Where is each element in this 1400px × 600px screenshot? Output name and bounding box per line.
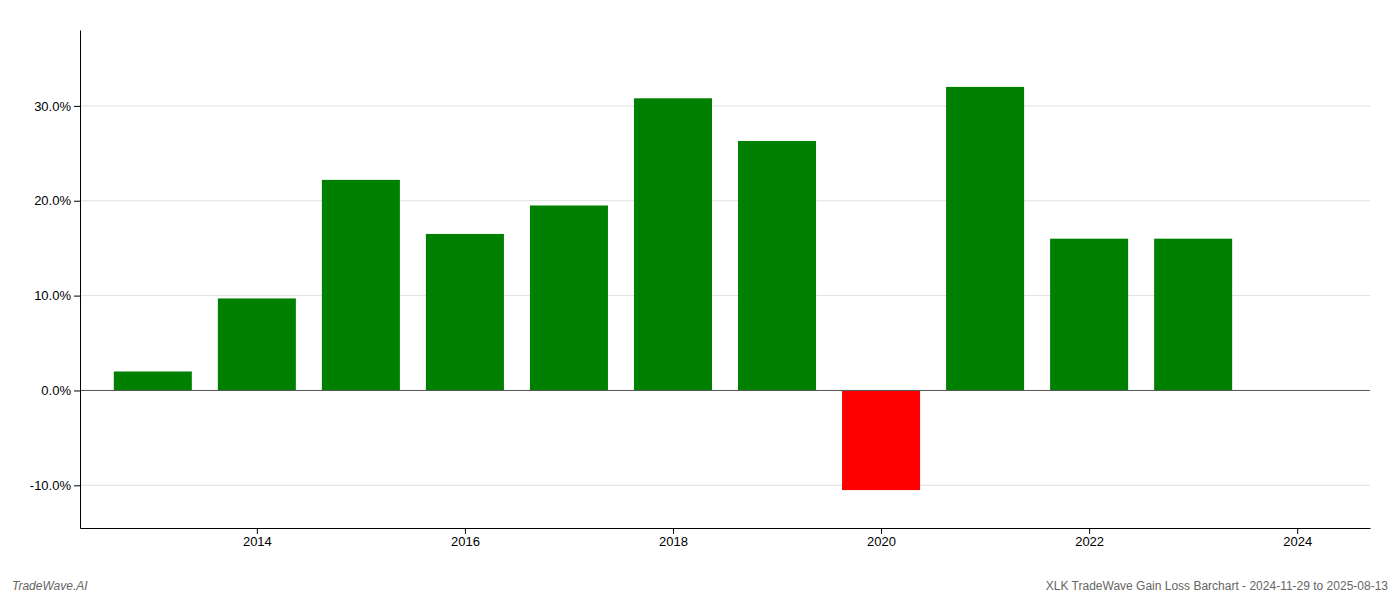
annotations: TradeWave.AI XLK TradeWave Gain Loss Barc…	[12, 579, 1388, 593]
bar	[114, 371, 192, 390]
annotation: XLK TradeWave Gain Loss Barchart - 2024-…	[1046, 579, 1389, 593]
bar	[322, 180, 400, 391]
chart: 2014 2016 2018 2020 2022 2024 -10.0% 0.0% 10.0% 2…	[0, 0, 1400, 600]
zero-line	[80, 390, 1370, 391]
bar	[634, 98, 712, 390]
x-tick: 2020	[867, 528, 896, 549]
y-tick-label: -10.0%	[30, 478, 72, 493]
x-tick-mark	[465, 528, 466, 534]
y-tick-mark	[74, 296, 80, 297]
bar	[946, 87, 1024, 391]
x-tick: 2024	[1283, 528, 1312, 549]
bar	[426, 234, 504, 391]
y-tick: 0.0%	[41, 383, 80, 398]
x-tick-label: 2020	[867, 534, 896, 549]
x-tick-label: 2014	[243, 534, 272, 549]
x-tick: 2016	[451, 528, 480, 549]
x-tick-mark	[1089, 528, 1090, 534]
grid-line	[80, 390, 1370, 391]
y-tick-mark	[74, 485, 80, 486]
y-axis: -10.0% 0.0% 10.0% 20.0% 30.0%	[30, 31, 81, 529]
x-tick-label: 2016	[451, 534, 480, 549]
y-tick-mark	[74, 390, 80, 391]
bar	[1050, 239, 1128, 391]
x-axis: 2014 2016 2018 2020 2022 2024	[81, 528, 1371, 549]
x-tick-label: 2024	[1283, 534, 1312, 549]
y-tick: 10.0%	[34, 288, 80, 303]
x-tick-mark	[673, 528, 674, 534]
plot-area	[114, 87, 1232, 490]
x-tick-label: 2022	[1075, 534, 1104, 549]
y-tick-label: 0.0%	[41, 383, 71, 398]
y-tick-label: 20.0%	[34, 193, 71, 208]
bar	[842, 390, 920, 490]
x-tick-label: 2018	[659, 534, 688, 549]
y-tick-label: 10.0%	[34, 288, 71, 303]
grid-line	[80, 105, 1370, 106]
y-tick: -10.0%	[30, 478, 80, 493]
x-axis-line	[81, 528, 1371, 529]
y-tick: 20.0%	[34, 193, 80, 208]
grid-line	[80, 200, 1370, 201]
y-tick-mark	[74, 201, 80, 202]
bar	[530, 205, 608, 390]
x-tick: 2022	[1075, 528, 1104, 549]
x-tick-mark	[1297, 528, 1298, 534]
x-tick: 2018	[659, 528, 688, 549]
bar	[218, 298, 296, 390]
grid-line	[80, 485, 1370, 486]
y-axis-line	[80, 31, 81, 529]
y-tick-mark	[74, 106, 80, 107]
x-tick: 2014	[243, 528, 272, 549]
y-tick-label: 30.0%	[34, 99, 71, 114]
y-tick: 30.0%	[34, 99, 80, 114]
bar	[1154, 239, 1232, 391]
x-tick-mark	[881, 528, 882, 534]
bar	[738, 141, 816, 390]
x-tick-mark	[257, 528, 258, 534]
annotation: TradeWave.AI	[12, 579, 88, 593]
grid	[80, 106, 1370, 485]
